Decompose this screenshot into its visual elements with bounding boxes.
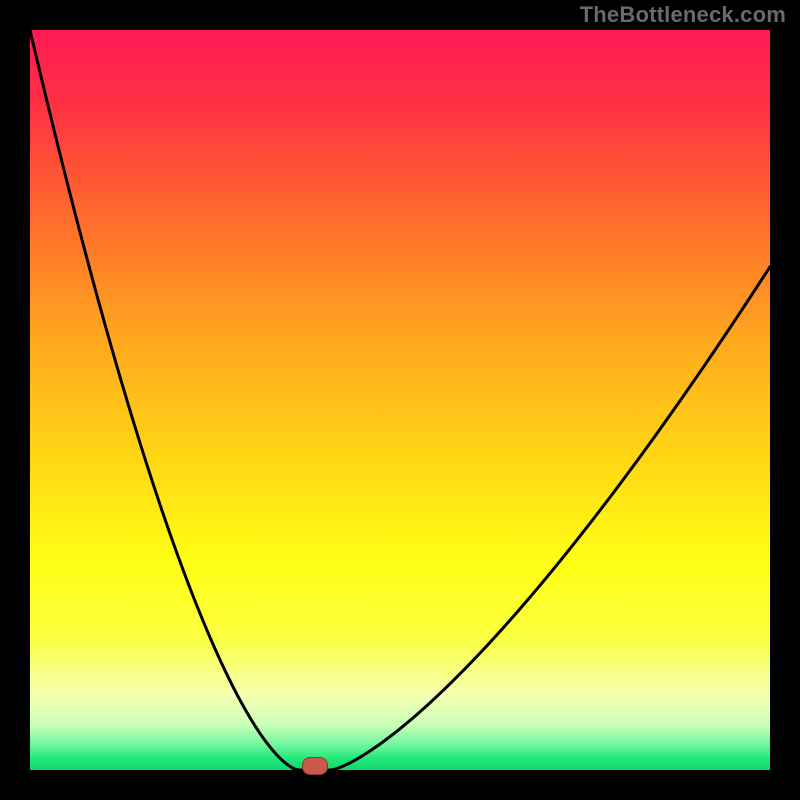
current-value-marker bbox=[302, 757, 328, 775]
plot-background bbox=[30, 30, 770, 770]
chart-container: TheBottleneck.com bbox=[0, 0, 800, 800]
watermark-text: TheBottleneck.com bbox=[580, 2, 786, 28]
